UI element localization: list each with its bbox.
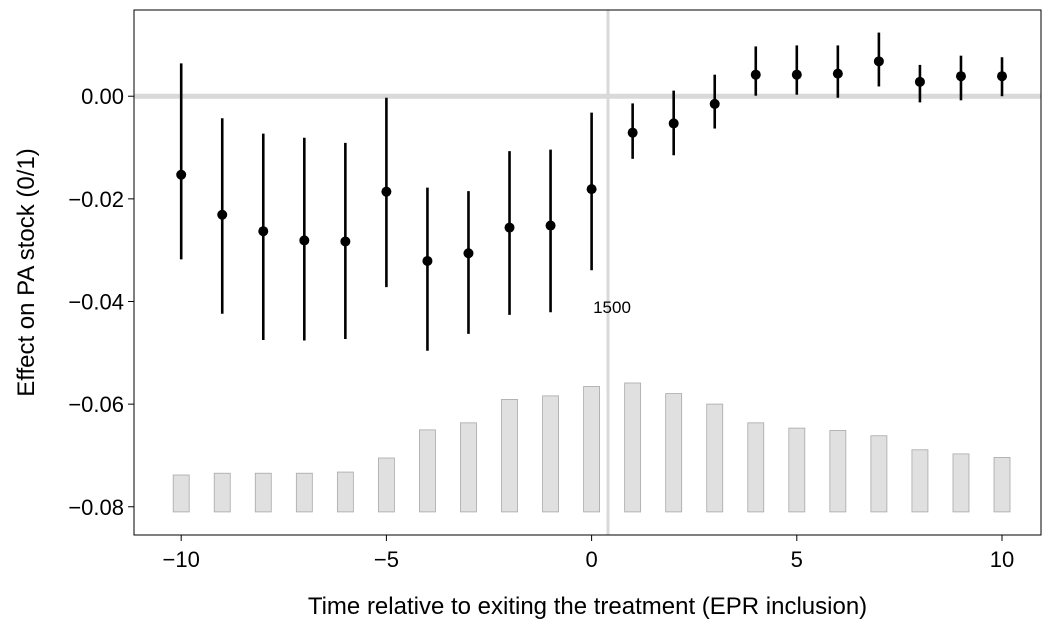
count-bar (911, 449, 929, 513)
y-tick-label: −0.08 (68, 495, 124, 520)
estimate-point (504, 222, 515, 233)
bar-count-annotation: 1500 (593, 298, 631, 317)
count-bar (172, 474, 190, 513)
reference-lines (134, 10, 1041, 535)
estimate-point (627, 127, 638, 138)
count-bars (172, 382, 1011, 513)
y-tick-label: −0.06 (68, 392, 124, 417)
estimate-point (955, 71, 966, 82)
estimate-point (791, 69, 802, 80)
estimate-point (914, 76, 925, 87)
y-axis: 0.00 −0.02 −0.04 −0.06 −0.08 (68, 84, 134, 520)
y-tick-label: 0.00 (81, 84, 124, 109)
x-axis-title: Time relative to exiting the treatment (… (308, 593, 867, 620)
x-tick-label: 5 (791, 547, 803, 572)
estimate-point (217, 209, 228, 220)
estimate-point (258, 226, 269, 237)
count-bar (460, 422, 477, 513)
estimate-point (668, 118, 679, 129)
estimate-point (750, 69, 761, 80)
point-estimates (176, 56, 1008, 266)
y-axis-title: Effect on PA stock (0/1) (13, 148, 40, 397)
x-tick-label: −10 (163, 547, 200, 572)
count-bar (336, 471, 354, 513)
count-bar (378, 457, 395, 513)
estimate-point (832, 68, 843, 79)
estimate-point (709, 98, 720, 109)
estimate-point (299, 235, 310, 246)
count-bar (747, 422, 765, 513)
estimate-point (545, 220, 556, 231)
y-tick-label: −0.04 (68, 289, 124, 314)
x-axis: −10 −5 0 5 10 (163, 535, 1014, 572)
plot-panel-border (133, 9, 1042, 536)
count-bar (706, 403, 724, 513)
x-tick-label: 0 (585, 547, 597, 572)
estimate-point (997, 71, 1008, 82)
estimate-point (422, 255, 433, 266)
count-bar (213, 472, 231, 513)
count-bar (993, 457, 1011, 513)
count-bar (624, 382, 642, 513)
x-tick-label: 10 (990, 547, 1014, 572)
estimate-point (340, 236, 351, 247)
estimate-point (381, 186, 392, 197)
count-bar (583, 386, 601, 513)
estimate-point (873, 56, 884, 67)
count-bar (952, 453, 970, 513)
y-tick-label: −0.02 (68, 187, 124, 212)
count-bar (665, 393, 683, 513)
count-bar (419, 429, 436, 513)
count-bar (788, 427, 806, 513)
count-bar (870, 435, 888, 513)
x-tick-label: −5 (374, 547, 399, 572)
estimate-point (176, 169, 187, 180)
count-bar (501, 399, 518, 513)
count-bar (829, 430, 847, 513)
count-bar (542, 395, 559, 513)
estimate-point (463, 248, 474, 259)
count-bar (295, 472, 313, 513)
count-bar (254, 472, 272, 513)
estimate-point (586, 184, 597, 195)
